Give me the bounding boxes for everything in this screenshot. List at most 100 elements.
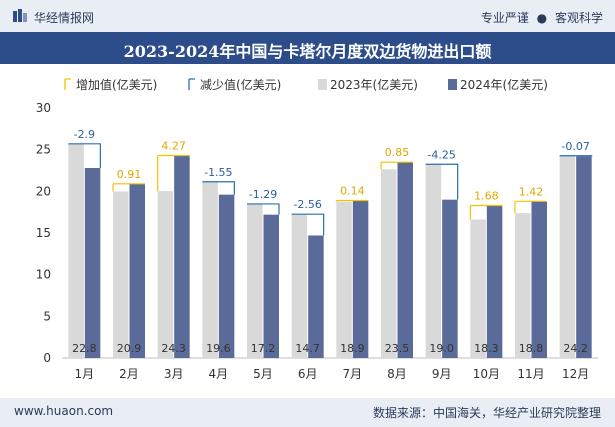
bar-2024 — [174, 155, 190, 358]
slogan-left: 专业严谨 — [480, 11, 529, 25]
legend-2023-swatch — [318, 79, 327, 90]
value-label-2024: 18.8 — [519, 342, 544, 355]
change-bracket — [112, 183, 145, 192]
bar-2023 — [157, 191, 174, 358]
change-bracket — [335, 199, 369, 202]
change-label: 1.42 — [519, 185, 544, 198]
slogan-right: 客观科学 — [554, 11, 603, 25]
slogan: 专业严谨 ● 客观科学 — [481, 9, 603, 26]
x-tick-label: 3月 — [164, 367, 184, 381]
brand-name: 华经情报网 — [34, 11, 95, 25]
x-tick-label: 9月 — [432, 367, 452, 381]
change-bracket — [514, 200, 547, 214]
value-label-2024: 18.9 — [340, 342, 365, 355]
x-tick-label: 6月 — [298, 367, 318, 381]
change-label: -2.9 — [74, 128, 95, 141]
change-label: -2.56 — [293, 198, 321, 211]
bar-2024 — [442, 199, 458, 358]
y-tick-label: 15 — [36, 226, 51, 240]
footer-site: www.huaon.com — [14, 404, 114, 418]
bar-2024 — [531, 201, 547, 358]
y-tick-label: 25 — [36, 143, 51, 157]
x-tick-label: 7月 — [343, 367, 363, 381]
bar-2023 — [247, 203, 263, 358]
brand-logo-icon — [13, 9, 27, 22]
bar-2023 — [381, 169, 397, 358]
bar-2023 — [68, 143, 84, 358]
legend-2024-swatch — [448, 79, 457, 90]
x-tick-label: 8月 — [387, 367, 407, 381]
legend-decrease-swatch — [188, 78, 195, 90]
value-label-2024: 24.2 — [563, 342, 588, 355]
footer-source: 数据来源：中国海关，华经产业研究院整理 — [372, 406, 601, 420]
bar-2023 — [425, 164, 442, 358]
bar-2023 — [559, 155, 576, 358]
bar-2023 — [515, 213, 531, 358]
bar-2024 — [263, 214, 279, 358]
x-tick-label: 2月 — [119, 367, 139, 381]
y-tick-label: 10 — [36, 268, 51, 282]
value-label-2024: 18.3 — [474, 342, 499, 355]
value-label-2024: 19.6 — [206, 342, 231, 355]
legend-2023-label: 2023年(亿美元) — [330, 77, 418, 92]
value-label-2024: 17.2 — [251, 342, 276, 355]
legend-2024-label: 2024年(亿美元) — [460, 77, 548, 92]
chart-title: 2023-2024年中国与卡塔尔月度双边货物进出口额 — [123, 42, 492, 61]
bar-2023 — [202, 181, 218, 358]
y-tick-label: 0 — [43, 351, 51, 365]
change-bracket — [469, 204, 503, 220]
change-bracket — [425, 163, 459, 200]
title-bar: 2023-2024年中国与卡塔尔月度双边货物进出口额 — [0, 32, 615, 64]
change-label: -4.25 — [427, 148, 455, 161]
change-label: 0.14 — [340, 185, 365, 198]
y-tick-label: 20 — [36, 184, 51, 198]
change-label: 0.85 — [385, 146, 410, 159]
bar-2024 — [397, 162, 413, 358]
legend-increase-label: 增加值(亿美元) — [76, 77, 157, 92]
legend-increase-swatch — [64, 78, 71, 90]
change-bracket — [68, 143, 101, 168]
change-label: -1.55 — [204, 166, 232, 179]
value-label-2024: 22.8 — [72, 342, 97, 355]
legend-decrease-label: 减少值(亿美元) — [200, 77, 281, 92]
bar-2024 — [486, 205, 503, 358]
change-bracket — [380, 161, 413, 170]
bar-2024 — [218, 194, 235, 358]
y-tick-label: 5 — [43, 309, 51, 323]
value-label-2024: 23.5 — [385, 342, 410, 355]
value-label-2024: 24.3 — [161, 342, 186, 355]
bar-2024 — [576, 156, 592, 358]
bar-2023 — [336, 201, 352, 358]
bar-2023 — [113, 191, 129, 358]
change-label: 0.91 — [117, 168, 142, 181]
y-tick-label: 30 — [36, 101, 51, 115]
bar-2024 — [129, 183, 145, 358]
x-tick-label: 12月 — [562, 367, 589, 381]
x-tick-label: 5月 — [253, 367, 273, 381]
value-label-2024: 19.0 — [429, 342, 454, 355]
value-label-2024: 14.7 — [295, 342, 320, 355]
value-label-2024: 20.9 — [117, 342, 142, 355]
top-bar: 华经情报网 专业严谨 ● 客观科学 — [0, 0, 615, 32]
change-bracket — [559, 155, 593, 157]
x-tick-label: 4月 — [209, 367, 229, 381]
change-label: -1.29 — [249, 188, 277, 201]
change-bracket — [202, 181, 235, 195]
change-bracket — [291, 213, 325, 236]
bar-2024 — [352, 200, 369, 358]
x-tick-label: 11月 — [517, 367, 544, 381]
bar-2023 — [291, 214, 308, 358]
x-tick-label: 10月 — [473, 367, 500, 381]
bar-2024 — [308, 235, 324, 358]
change-label: -0.07 — [561, 140, 589, 153]
change-bracket — [157, 154, 190, 192]
bar-chart: 增加值(亿美元) 减少值(亿美元) 2023年(亿美元) 2024年(亿美元) 0 5 10… — [36, 77, 598, 381]
bar-2024 — [84, 168, 101, 358]
bar-2023 — [470, 219, 486, 358]
footer-bar: www.huaon.com 数据来源：中国海关，华经产业研究院整理 — [0, 398, 615, 427]
change-bracket — [247, 203, 280, 215]
change-label: 1.68 — [474, 190, 499, 203]
slogan-separator: ● — [536, 11, 548, 25]
x-tick-label: 1月 — [75, 367, 95, 381]
